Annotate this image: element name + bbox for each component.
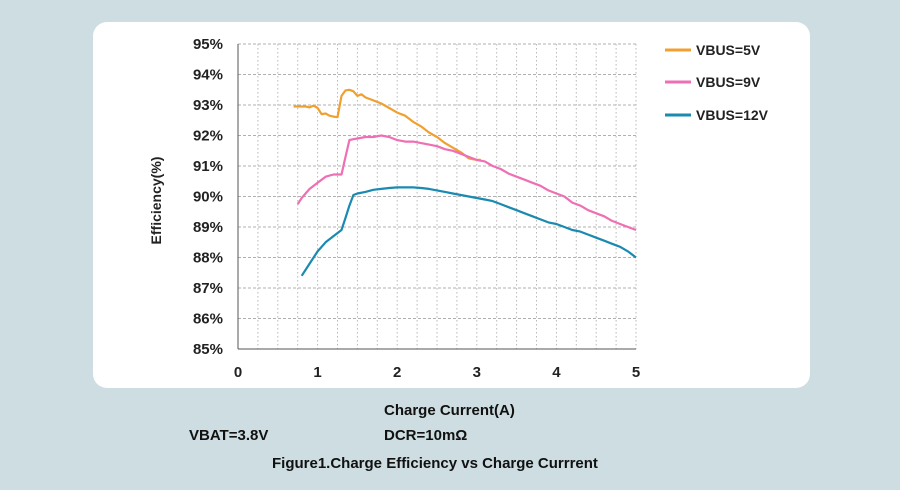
- chart-card: 85% 86% 87% 88% 89% 90% 91% 92% 93% 94% 95% 0 1 2 3 4 5 E…: [93, 22, 810, 388]
- x-tick-label: 1: [313, 364, 321, 381]
- legend-label: VBUS=9V: [696, 74, 761, 90]
- efficiency-chart: 85% 86% 87% 88% 89% 90% 91% 92% 93% 94% 95% 0 1 2 3 4 5 E…: [148, 36, 769, 381]
- y-axis-label: Efficiency(%): [148, 157, 164, 245]
- series-line-vbus-9v: [296, 134, 637, 232]
- legend-label: VBUS=5V: [696, 42, 761, 58]
- y-tick-label: 91%: [193, 158, 223, 175]
- x-tick-label: 4: [552, 364, 561, 381]
- legend-label: VBUS=12V: [696, 107, 769, 123]
- x-tick-label: 3: [473, 364, 481, 381]
- series-line-vbus-5v: [293, 88, 481, 161]
- y-tick-label: 89%: [193, 219, 223, 236]
- figure-title: Figure1.Charge Efficiency vs Charge Curr…: [272, 455, 598, 472]
- y-tick-label: 86%: [193, 311, 223, 328]
- dcr-label: DCR=10mΩ: [384, 427, 468, 444]
- x-tick-label: 2: [393, 364, 401, 381]
- y-tick-label: 92%: [193, 128, 223, 145]
- x-tick-label: 0: [234, 364, 242, 381]
- series-line-vbus-12v: [300, 186, 637, 277]
- y-tick-label: 93%: [193, 97, 223, 114]
- y-tick-label: 85%: [193, 341, 223, 358]
- y-tick-label: 90%: [193, 189, 223, 206]
- y-tick-label: 88%: [193, 250, 223, 267]
- y-tick-label: 95%: [193, 36, 223, 53]
- y-tick-label: 87%: [193, 280, 223, 297]
- vbat-label: VBAT=3.8V: [189, 427, 269, 444]
- x-axis-label: Charge Current(A): [384, 402, 515, 419]
- y-tick-label: 94%: [193, 67, 223, 84]
- x-tick-label: 5: [632, 364, 640, 381]
